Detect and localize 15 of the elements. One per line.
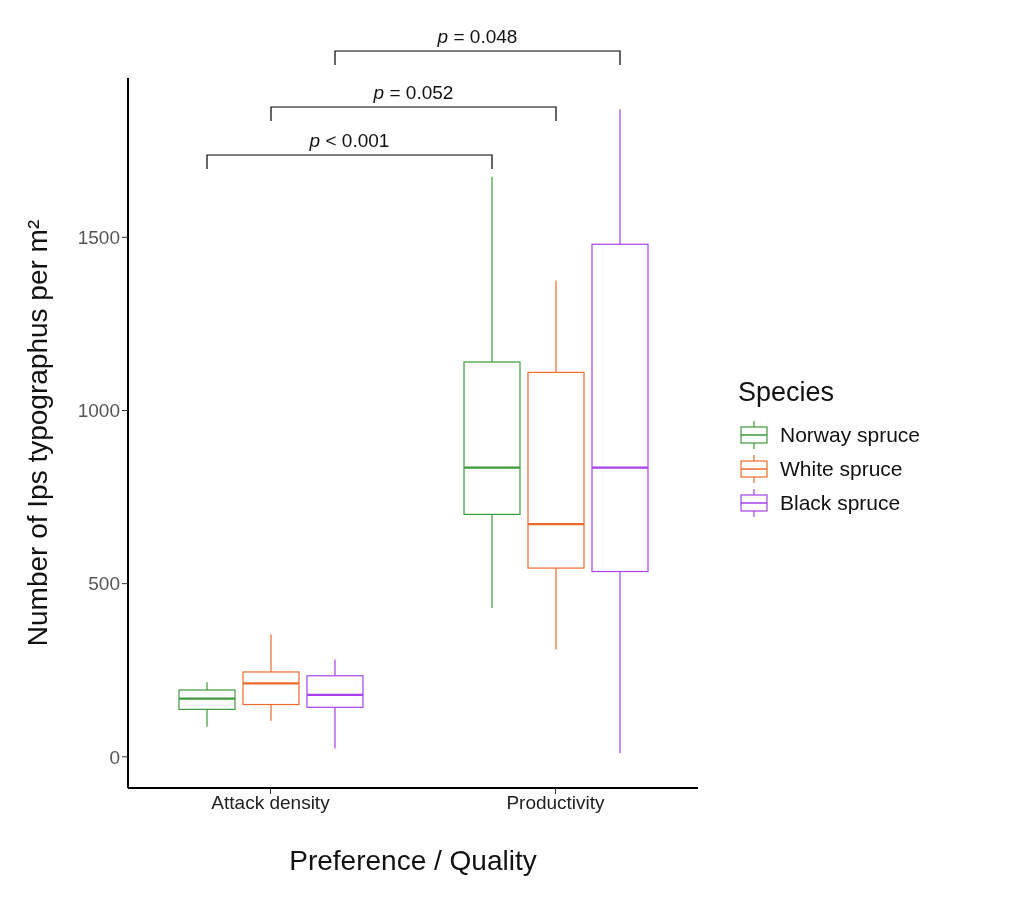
text: p = 0.048 bbox=[436, 26, 518, 47]
annotation: p = 0.052 bbox=[372, 82, 454, 103]
y-tick-label: 1000 bbox=[77, 400, 120, 422]
x-tick-label: Attack density bbox=[211, 792, 331, 814]
y-axis-title: Number of Ips typographus per m² bbox=[22, 219, 54, 647]
y-tick-label: 1500 bbox=[77, 227, 120, 249]
legend-label: Norway spruce bbox=[780, 422, 921, 447]
legend-label: Black spruce bbox=[780, 490, 901, 515]
annotation: p < 0.001 bbox=[308, 130, 390, 151]
legend-label: White spruce bbox=[780, 456, 903, 481]
x-tick-label: Productivity bbox=[506, 792, 606, 814]
x-axis-title: Preference / Quality bbox=[289, 845, 537, 876]
y-tick-label: 0 bbox=[109, 746, 120, 768]
legend-title: Species bbox=[738, 376, 836, 408]
y-tick-label: 500 bbox=[88, 573, 120, 595]
